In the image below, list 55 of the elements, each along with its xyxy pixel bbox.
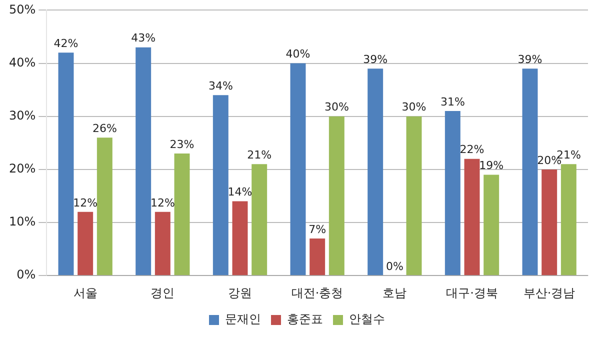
data-label: 30% (402, 100, 426, 114)
bar (154, 212, 170, 276)
data-label: 30% (324, 100, 349, 114)
bar (368, 68, 384, 276)
data-label: 43% (131, 32, 156, 45)
data-label: 7% (308, 222, 326, 236)
bar (542, 169, 558, 276)
x-tick-label: 서울 (73, 286, 98, 300)
y-tick-label: 0% (16, 268, 36, 282)
data-label: 14% (228, 186, 252, 199)
bar (212, 95, 228, 276)
data-label: 21% (247, 148, 272, 162)
bar (290, 63, 306, 276)
bar (58, 52, 74, 276)
bar (328, 116, 344, 276)
x-tick-label: 강원 (228, 286, 252, 300)
legend-label: 문재인 (225, 312, 261, 326)
x-tick-label: 호남 (382, 286, 407, 300)
data-label: 39% (363, 52, 388, 66)
bar (310, 238, 326, 276)
x-tick-label: 대구·경북 (446, 286, 498, 300)
y-tick-label: 40% (9, 55, 36, 70)
bar (136, 47, 152, 276)
data-label: 23% (170, 138, 194, 151)
data-label: 12% (150, 196, 175, 210)
x-tick-label: 대전·충청 (291, 286, 344, 300)
data-label: 12% (73, 196, 98, 210)
bar (78, 212, 94, 276)
bar (96, 138, 112, 276)
bar (484, 174, 500, 276)
bar (522, 68, 538, 276)
data-label: 40% (286, 48, 310, 61)
legend-label: 홍준표 (287, 312, 323, 326)
y-tick-label: 20% (9, 162, 36, 176)
data-label: 19% (479, 159, 504, 172)
data-label: 39% (518, 52, 542, 66)
y-tick-label: 10% (9, 214, 36, 229)
bar (232, 201, 248, 276)
bar (464, 158, 480, 276)
data-label: 0% (386, 260, 404, 273)
data-label: 22% (460, 143, 484, 156)
bar (444, 111, 460, 276)
data-label: 31% (440, 95, 465, 108)
bar (406, 116, 422, 276)
bar (252, 164, 268, 276)
data-label: 26% (92, 122, 117, 135)
legend-label: 안철수 (349, 312, 385, 326)
bar (560, 164, 576, 276)
x-tick-label: 부산·경남 (523, 286, 576, 300)
x-tick-label: 경인 (150, 286, 175, 300)
bar (174, 154, 190, 276)
data-label: 42% (54, 37, 78, 50)
y-tick-label: 30% (9, 108, 36, 122)
data-label: 34% (208, 79, 233, 92)
y-tick-label: 50% (9, 2, 36, 16)
